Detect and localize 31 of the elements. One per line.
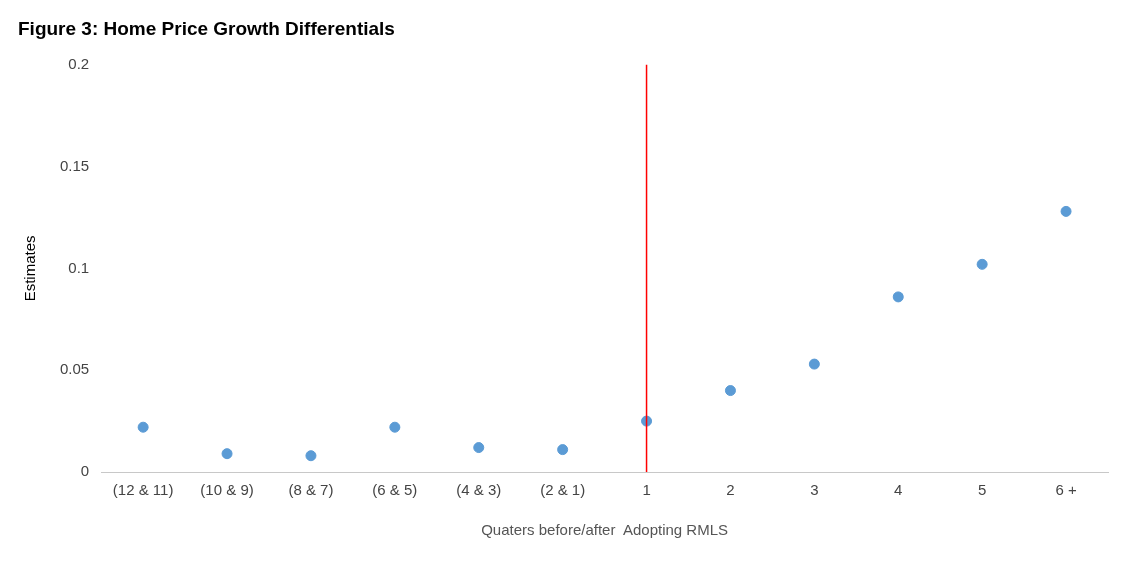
point [221, 448, 233, 460]
point [389, 421, 401, 433]
x-tick-label: (12 & 11) [112, 481, 174, 499]
y-axis-title: Estimates [21, 235, 39, 302]
point [724, 385, 736, 397]
point [892, 291, 904, 303]
x-axis-title: Quaters before/after Adopting RMLS [481, 521, 728, 539]
y-tick-label: 0 [80, 462, 90, 480]
x-tick-label: 5 [977, 481, 987, 499]
y-tick-label: 0.2 [68, 54, 90, 72]
x-tick-label: (8 & 7) [288, 481, 334, 499]
y-tick-label: 0.15 [59, 156, 90, 174]
x-tick-label: 3 [810, 481, 819, 499]
x-tick-label: (6 & 5) [372, 481, 418, 499]
point [473, 442, 485, 454]
x-tick-label: 6 + [1055, 481, 1077, 499]
y-tick-label: 0.05 [59, 360, 90, 378]
x-tick-label: (10 & 9) [200, 481, 254, 499]
point [1060, 205, 1072, 217]
x-tick-label: 4 [894, 481, 903, 499]
point [808, 358, 820, 370]
chart-title: Figure 3: Home Price Growth Differentials [18, 17, 395, 39]
x-tick-label: (2 & 1) [540, 481, 586, 499]
point [137, 421, 149, 433]
x-tick-label: 2 [726, 481, 735, 499]
point [557, 444, 569, 456]
y-tick-label: 0.1 [68, 258, 90, 276]
x-tick-label: 1 [642, 481, 651, 499]
point [305, 450, 317, 462]
x-tick-label: (4 & 3) [456, 481, 502, 499]
point [976, 258, 988, 270]
